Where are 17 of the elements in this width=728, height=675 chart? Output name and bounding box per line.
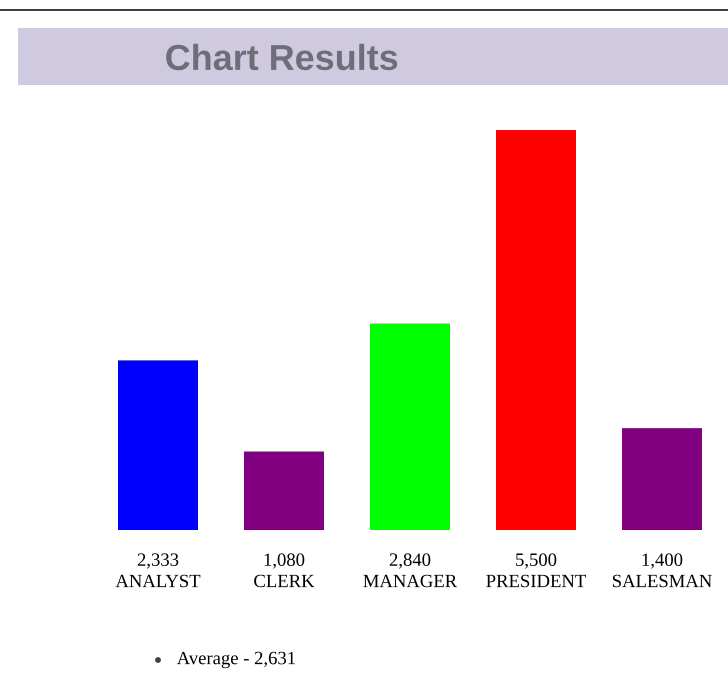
bar [244,451,324,530]
data-label: 1,400 [642,553,682,569]
bar [370,323,450,530]
data-label: 2,840 [390,553,430,569]
x-tick-label: SALESMAN [612,574,712,588]
data-label: 1,080 [264,553,304,569]
data-label: 5,500 [516,553,556,569]
bar [496,130,576,530]
x-tick-label: MANAGER [363,574,458,588]
x-tick-label: ANALYST [116,574,200,588]
data-label: 2,333 [138,553,178,569]
text: Average - 2,631 [176,652,295,668]
bar [118,360,198,530]
x-tick-label: CLERK [254,574,314,588]
x-tick-label: PRESIDENT [486,574,586,588]
chart-title: Chart Results [166,44,398,70]
bar [622,428,702,530]
